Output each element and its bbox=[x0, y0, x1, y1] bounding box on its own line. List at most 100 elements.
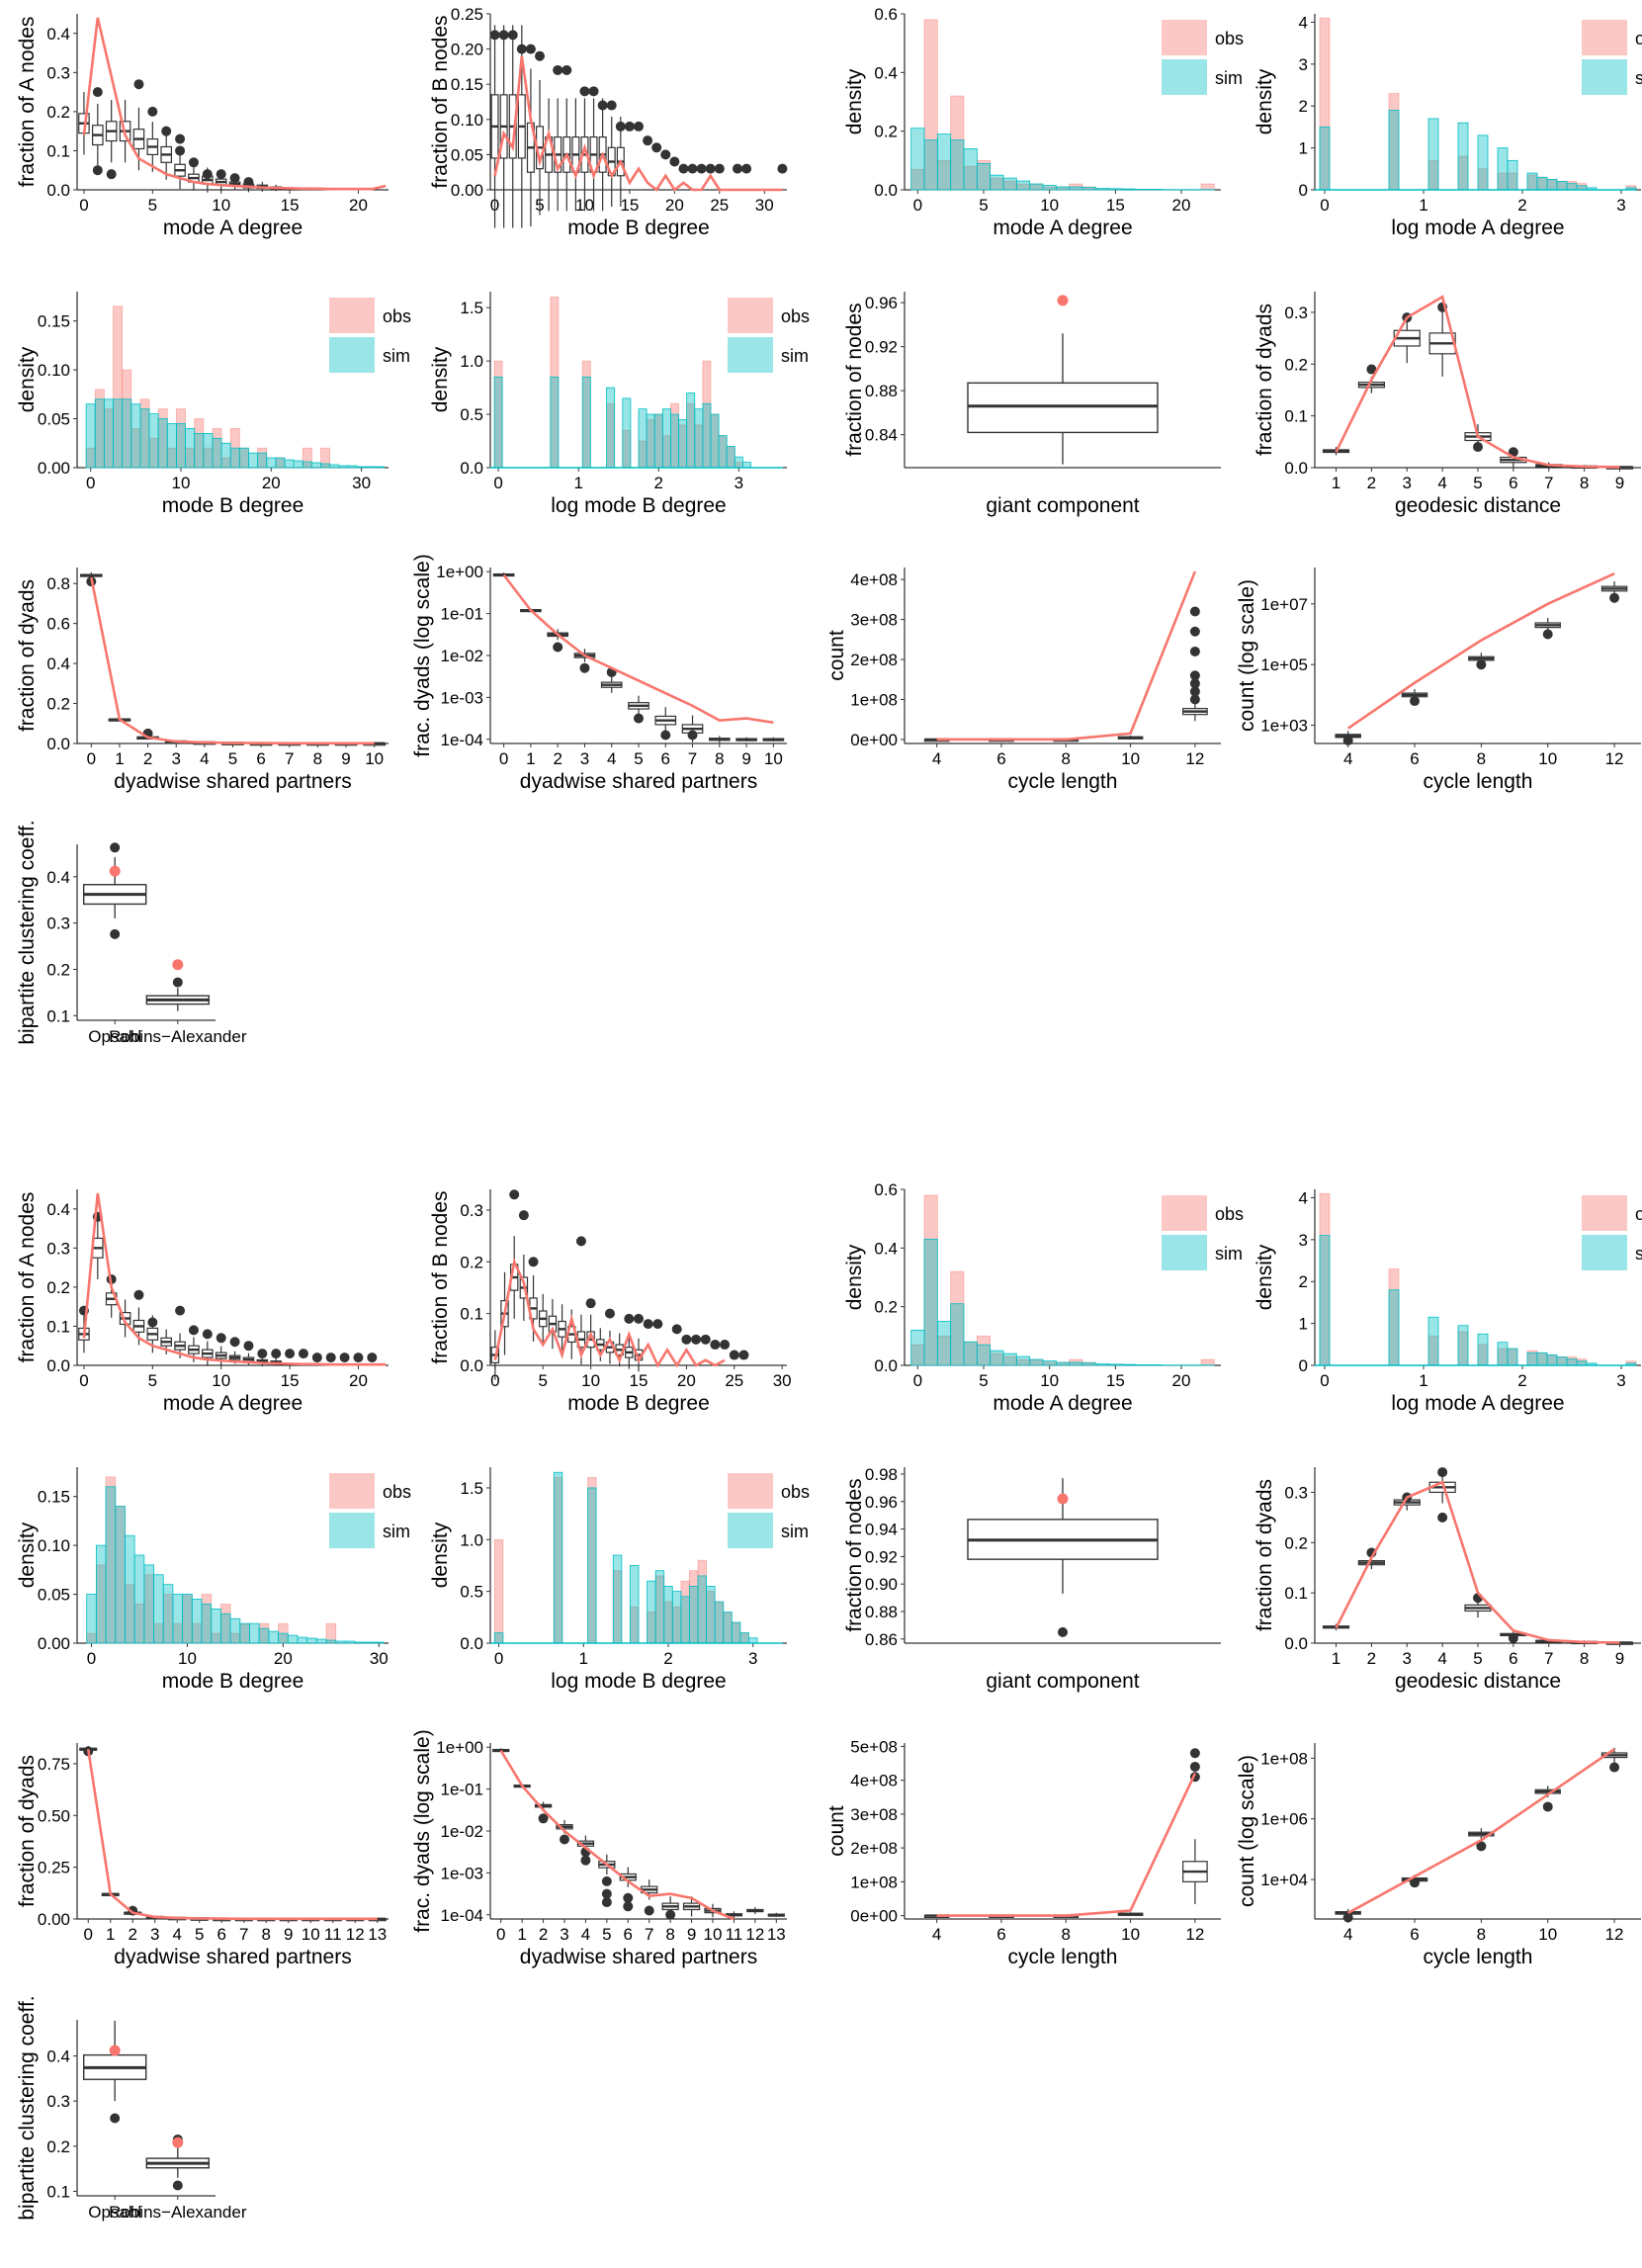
box-outlier bbox=[1410, 696, 1421, 707]
y-tick-label: 0.5 bbox=[460, 405, 483, 424]
observed-point bbox=[172, 959, 184, 971]
chart-panel-26: 0.1 0.2 0.3 0.4 bipartite clustering coeff. O… bbox=[16, 1995, 247, 2222]
x-tick-label: 15 bbox=[281, 1371, 300, 1390]
x-tick-label: 5 bbox=[1473, 1649, 1482, 1668]
y-tick-label: 0.05 bbox=[38, 1586, 70, 1605]
box-outlier bbox=[528, 1257, 539, 1267]
hist-bar-sim bbox=[275, 457, 286, 469]
observed-line bbox=[499, 1749, 735, 1921]
hist-bar-sim bbox=[1134, 1364, 1150, 1366]
legend-key-obs bbox=[1162, 1195, 1207, 1231]
y-tick-label: 0.3 bbox=[1284, 304, 1308, 322]
y-tick-label: 0.25 bbox=[451, 5, 483, 24]
y-tick-label: 0.3 bbox=[46, 1239, 70, 1258]
hist-bar-sim bbox=[1094, 188, 1110, 191]
x-tick-label: 0 bbox=[494, 1649, 503, 1668]
hist-bar-sim bbox=[287, 1634, 299, 1644]
x-tick-label: 10 bbox=[1040, 196, 1059, 215]
box-outlier bbox=[1609, 1762, 1620, 1773]
hist-bar-sim bbox=[365, 466, 376, 469]
y-tick-label: 0.4 bbox=[46, 1200, 70, 1219]
legend-key-obs bbox=[1162, 20, 1207, 55]
x-tick-label: 10 bbox=[365, 749, 384, 768]
x-tick-label: 20 bbox=[665, 196, 684, 215]
y-tick-label: 3e+08 bbox=[850, 1805, 898, 1824]
legend-key-sim bbox=[1582, 59, 1627, 95]
legend-key-obs bbox=[1582, 20, 1627, 55]
y-tick-label: 0 bbox=[1299, 1356, 1308, 1375]
x-tick-label: 8 bbox=[313, 749, 322, 768]
x-tick-label: 3 bbox=[1403, 1649, 1412, 1668]
box-outlier bbox=[271, 1349, 282, 1359]
y-tick-label: 0.0 bbox=[874, 181, 898, 200]
y-tick-label: 0.1 bbox=[46, 2182, 70, 2201]
x-tick-label: 2 bbox=[129, 1925, 137, 1944]
box-outlier bbox=[623, 1892, 634, 1903]
y-tick-label: 2e+08 bbox=[850, 651, 898, 669]
hist-bar-sim bbox=[1081, 187, 1096, 191]
hist-bar-sim bbox=[1477, 134, 1489, 191]
y-tick-label: 1.0 bbox=[460, 352, 483, 371]
box-outlier bbox=[560, 1834, 569, 1845]
y-tick-label: 1e-04 bbox=[441, 731, 483, 749]
y-tick-label: 0.25 bbox=[38, 1859, 70, 1877]
y-tick-label: 5e+08 bbox=[850, 1737, 898, 1756]
x-tick-label: 7 bbox=[1544, 474, 1553, 492]
hist-bar-sim bbox=[335, 1640, 346, 1644]
hist-bar-sim bbox=[622, 397, 632, 469]
x-tick-label: 3 bbox=[735, 474, 743, 492]
y-tick-label: 1e+08 bbox=[1260, 1749, 1308, 1768]
hist-bar-sim bbox=[191, 1599, 203, 1644]
x-tick-label: 0 bbox=[79, 196, 88, 215]
box-outlier bbox=[1508, 1632, 1518, 1643]
box-outlier bbox=[1189, 1761, 1200, 1772]
x-tick-label: 15 bbox=[620, 196, 639, 215]
y-axis-label: fraction of B nodes bbox=[429, 15, 452, 188]
y-tick-label: 0.00 bbox=[38, 1634, 70, 1653]
x-tick-label: 10 bbox=[704, 1925, 723, 1944]
hist-bar-sim bbox=[1388, 1289, 1400, 1366]
y-tick-label: 1e-03 bbox=[441, 1864, 483, 1882]
observed-point bbox=[109, 865, 121, 877]
box-outlier bbox=[188, 1325, 199, 1336]
x-tick-label: 1 bbox=[1419, 1371, 1427, 1390]
y-tick-label: 0.2 bbox=[46, 695, 70, 714]
hist-bar-sim bbox=[734, 456, 743, 469]
hist-bar-sim bbox=[315, 1638, 327, 1644]
y-tick-label: 1 bbox=[1299, 1315, 1308, 1334]
hist-bar-sim bbox=[320, 463, 331, 469]
y-axis-label: density bbox=[1253, 1244, 1276, 1310]
hist-bar-sim bbox=[663, 1586, 673, 1644]
y-tick-label: 0.1 bbox=[46, 1006, 70, 1025]
box-outlier bbox=[339, 1352, 350, 1363]
x-tick-label: Robins−Alexander bbox=[109, 2203, 247, 2222]
y-tick-label: 0.0 bbox=[46, 1356, 70, 1375]
x-tick-label: 0 bbox=[86, 474, 95, 492]
box-outlier bbox=[133, 79, 144, 90]
hist-bar-sim bbox=[661, 408, 671, 469]
x-tick-label: 4 bbox=[1343, 749, 1352, 768]
x-tick-label: 20 bbox=[349, 196, 368, 215]
hist-bar-sim bbox=[306, 1637, 317, 1644]
y-tick-label: 0.92 bbox=[865, 338, 898, 357]
hist-bar-sim bbox=[1055, 186, 1071, 191]
observed-point bbox=[172, 2137, 184, 2148]
hist-bar-sim bbox=[646, 413, 655, 469]
x-tick-label: 4 bbox=[607, 749, 616, 768]
x-axis-label: geodesic distance bbox=[1395, 1670, 1561, 1693]
x-tick-label: 4 bbox=[581, 1925, 590, 1944]
hist-bar-sim bbox=[143, 1564, 154, 1644]
hist-bar-sim bbox=[963, 148, 978, 191]
x-tick-label: 8 bbox=[1477, 749, 1486, 768]
hist-bar-sim bbox=[1586, 187, 1598, 191]
box-outlier bbox=[1366, 364, 1377, 375]
x-axis-label: dyadwise shared partners bbox=[520, 1946, 757, 1968]
hist-bar-sim bbox=[689, 1586, 699, 1644]
y-tick-label: 1.5 bbox=[460, 299, 483, 317]
hist-bar-sim bbox=[654, 1570, 665, 1644]
x-tick-label: 12 bbox=[1185, 1925, 1204, 1944]
observed-line bbox=[493, 55, 783, 192]
x-tick-label: 5 bbox=[538, 1371, 547, 1390]
hist-bar-sim bbox=[553, 1471, 563, 1644]
